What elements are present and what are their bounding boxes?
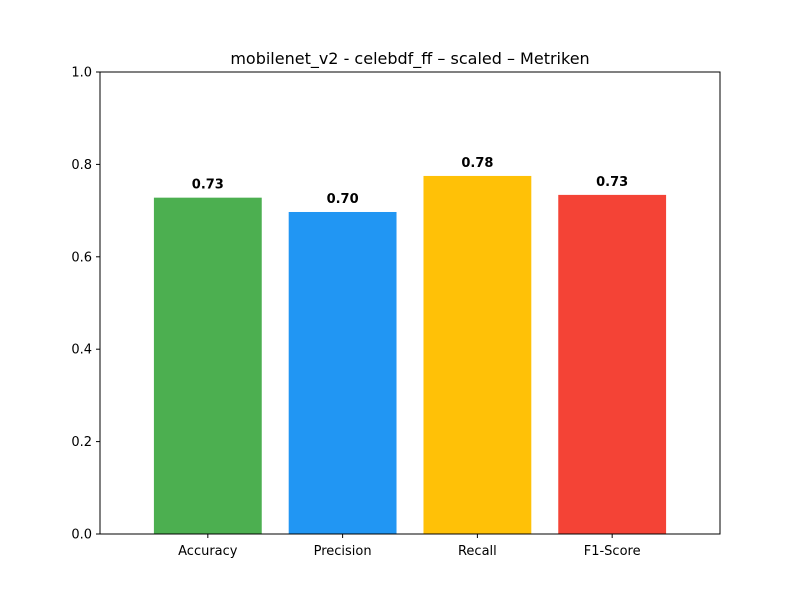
bar-recall <box>423 175 532 534</box>
bar-precision <box>288 211 397 534</box>
chart-title: mobilenet_v2 - celebdf_ff – scaled – Met… <box>230 49 589 69</box>
value-label-accuracy: 0.73 <box>192 178 224 193</box>
value-labels-group: 0.73 0.70 0.78 0.73 <box>192 156 628 207</box>
y-tick-label: 0.6 <box>71 250 92 265</box>
x-axis: Accuracy Precision Recall F1-Score <box>178 534 641 559</box>
y-tick-label: 0.0 <box>71 528 92 543</box>
bars-group <box>153 175 667 534</box>
value-label-precision: 0.70 <box>327 192 359 207</box>
x-tick-label-recall: Recall <box>458 544 497 559</box>
bar-f1-score <box>558 194 667 534</box>
plot-frame <box>99 71 721 535</box>
x-tick-label-f1-score: F1-Score <box>584 544 641 559</box>
x-tick-label-accuracy: Accuracy <box>178 544 238 559</box>
y-tick-label: 0.2 <box>71 435 92 450</box>
y-tick-label: 1.0 <box>71 66 92 81</box>
y-tick-label: 0.4 <box>71 343 92 358</box>
bar-accuracy <box>153 197 262 534</box>
y-tick-label: 0.8 <box>71 158 92 173</box>
x-tick-label-precision: Precision <box>314 544 372 559</box>
value-label-recall: 0.78 <box>461 156 493 171</box>
y-axis: 0.0 0.2 0.4 0.6 0.8 1.0 <box>71 66 100 543</box>
value-label-f1-score: 0.73 <box>596 175 628 190</box>
